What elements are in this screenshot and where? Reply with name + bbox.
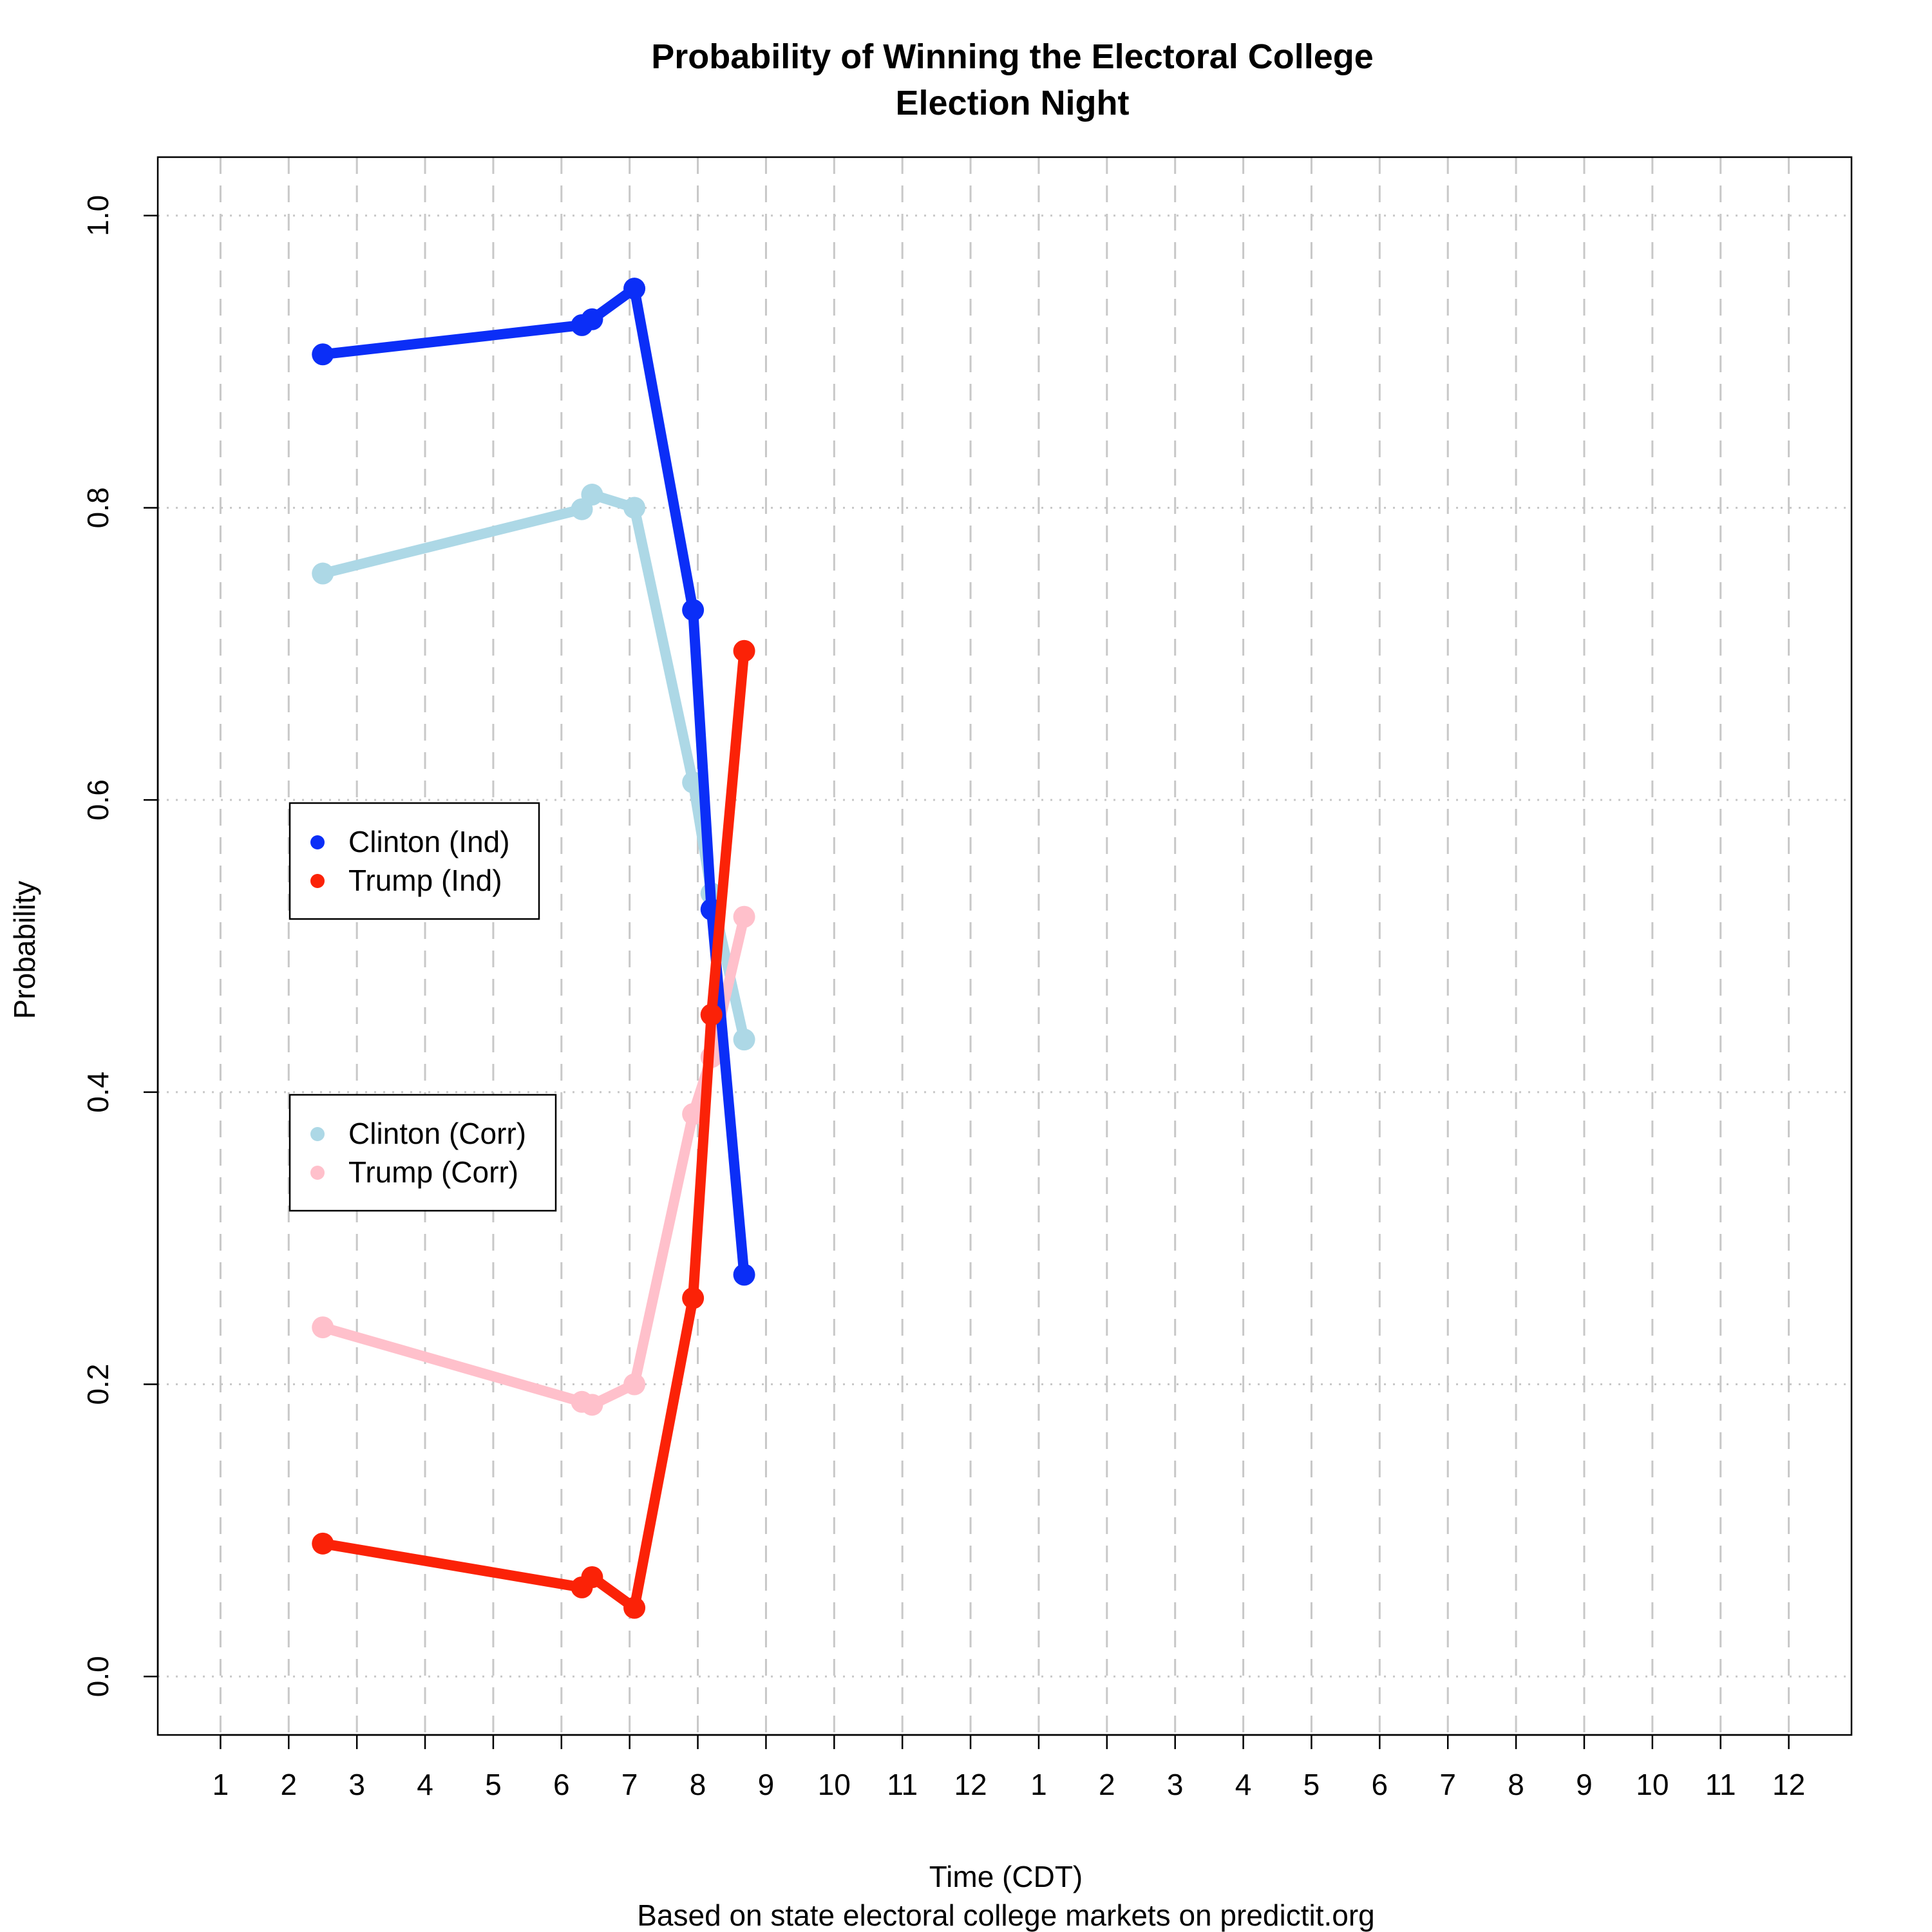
series-layer [312, 278, 755, 1619]
x-tick-label-2: 3 [348, 1768, 365, 1801]
point-trump-corr-3 [623, 1373, 646, 1396]
legend-correlated-box [289, 1094, 557, 1212]
x-tick-label-15: 4 [1235, 1768, 1252, 1801]
point-trump-ind-4 [682, 1287, 705, 1309]
x-tick-label-10: 11 [887, 1768, 918, 1801]
x-axis-label: Time (CDT) [929, 1860, 1083, 1893]
legend-label-trump-ind: Trump (Ind) [348, 864, 502, 897]
legend-marker-clinton-corr [310, 1127, 325, 1141]
y-tick-label-1: 0.2 [81, 1364, 115, 1405]
x-tick-label-16: 5 [1303, 1768, 1320, 1801]
point-trump-ind-5 [700, 1003, 723, 1026]
legend-marker-trump-ind [310, 874, 325, 888]
x-tick-label-5: 6 [553, 1768, 570, 1801]
legend-label-clinton-corr: Clinton (Corr) [348, 1117, 526, 1150]
x-tick-label-6: 7 [621, 1768, 638, 1801]
y-tick-label-2: 0.4 [81, 1072, 115, 1113]
point-trump-ind-3 [623, 1596, 646, 1619]
legend-marker-trump-corr [310, 1166, 325, 1180]
legend-marker-clinton-ind [310, 835, 325, 849]
y-axis-label: Probability [8, 881, 41, 1019]
point-clinton-ind-2 [581, 308, 603, 330]
y-tick-label-4: 0.8 [81, 487, 115, 528]
x-axis-caption: Based on state electoral college markets… [637, 1899, 1375, 1932]
point-trump-corr-4 [682, 1103, 705, 1125]
y-axis: 0.0 0.2 0.4 0.6 0.8 1.0 [81, 195, 159, 1697]
x-tick-label-7: 8 [690, 1768, 706, 1801]
x-tick-label-23: 12 [1772, 1768, 1805, 1801]
point-clinton-ind-4 [682, 599, 705, 621]
chart-subtitle: Election Night [896, 84, 1130, 122]
x-tick-label-18: 7 [1439, 1768, 1456, 1801]
x-tick-label-19: 8 [1508, 1768, 1524, 1801]
grid [158, 157, 1852, 1735]
point-clinton-corr-6 [733, 1028, 755, 1051]
chart-title: Probability of Winning the Electoral Col… [651, 37, 1374, 76]
point-trump-ind-6 [733, 639, 755, 662]
point-trump-corr-0 [312, 1316, 334, 1339]
legend-label-clinton-ind: Clinton (Ind) [348, 825, 510, 858]
x-tick-label-9: 10 [818, 1768, 851, 1801]
y-tick-label-5: 1.0 [81, 195, 115, 236]
x-tick-label-3: 4 [417, 1768, 433, 1801]
x-tick-label-11: 12 [954, 1768, 987, 1801]
x-tick-label-4: 5 [485, 1768, 502, 1801]
x-tick-label-1: 2 [280, 1768, 297, 1801]
x-tick-label-22: 11 [1705, 1768, 1736, 1801]
point-clinton-ind-0 [312, 343, 334, 366]
x-tick-label-0: 1 [213, 1768, 229, 1801]
point-clinton-ind-6 [733, 1264, 755, 1286]
point-trump-ind-2 [581, 1566, 603, 1588]
point-clinton-corr-0 [312, 562, 334, 585]
point-trump-corr-6 [733, 905, 755, 928]
x-axis: 1 2 3 4 5 6 7 8 9 10 11 12 1 2 3 4 5 6 7 8 9 10 11 12 [213, 1734, 1805, 1801]
point-clinton-corr-3 [623, 497, 646, 519]
x-tick-label-21: 10 [1636, 1768, 1669, 1801]
point-clinton-corr-2 [581, 484, 603, 506]
y-tick-label-0: 0.0 [81, 1656, 115, 1697]
x-tick-label-20: 9 [1576, 1768, 1593, 1801]
legend-correlated: Clinton (Corr) Trump (Corr) [289, 1094, 557, 1212]
x-tick-label-8: 9 [758, 1768, 775, 1801]
x-tick-label-13: 2 [1099, 1768, 1115, 1801]
series-trump-ind [312, 639, 755, 1619]
point-trump-ind-0 [312, 1532, 334, 1555]
legend-independent-box [289, 802, 540, 920]
legend-independent: Clinton (Ind) Trump (Ind) [289, 802, 540, 920]
series-clinton-ind [312, 278, 755, 1286]
x-tick-label-14: 3 [1167, 1768, 1184, 1801]
point-trump-corr-2 [581, 1394, 603, 1416]
legend-label-trump-corr: Trump (Corr) [348, 1155, 518, 1189]
y-tick-label-3: 0.6 [81, 779, 115, 820]
x-tick-label-12: 1 [1030, 1768, 1047, 1801]
x-tick-label-17: 6 [1372, 1768, 1388, 1801]
point-clinton-ind-3 [623, 278, 646, 300]
